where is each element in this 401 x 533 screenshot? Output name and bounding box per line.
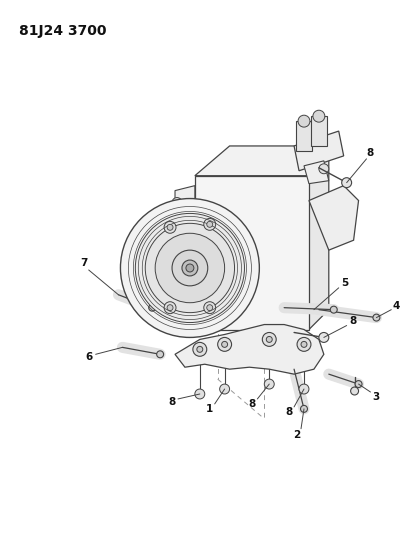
Circle shape <box>195 389 205 399</box>
Circle shape <box>355 381 362 387</box>
Polygon shape <box>311 116 327 146</box>
Circle shape <box>167 305 173 311</box>
Circle shape <box>155 233 225 303</box>
Circle shape <box>172 198 182 207</box>
Text: 8: 8 <box>286 407 293 417</box>
Circle shape <box>164 221 176 233</box>
Circle shape <box>145 223 235 313</box>
Circle shape <box>207 305 213 311</box>
Text: 1: 1 <box>206 404 213 414</box>
Circle shape <box>319 333 329 342</box>
Circle shape <box>300 406 308 413</box>
Circle shape <box>164 302 176 313</box>
Circle shape <box>301 342 307 348</box>
Text: 8: 8 <box>168 397 176 407</box>
Circle shape <box>297 337 311 351</box>
Circle shape <box>319 164 329 174</box>
Text: 6: 6 <box>85 352 92 362</box>
Circle shape <box>135 213 245 322</box>
Polygon shape <box>309 185 358 250</box>
Text: 4: 4 <box>393 301 400 311</box>
Circle shape <box>204 219 216 230</box>
Text: 8: 8 <box>249 399 256 409</box>
Text: 3: 3 <box>373 392 380 402</box>
Circle shape <box>298 115 310 127</box>
Circle shape <box>157 351 164 358</box>
Circle shape <box>186 264 194 272</box>
Polygon shape <box>309 146 329 329</box>
Circle shape <box>264 379 274 389</box>
Circle shape <box>167 224 173 230</box>
Polygon shape <box>155 215 210 325</box>
Circle shape <box>172 314 182 325</box>
Circle shape <box>172 250 208 286</box>
Text: 5: 5 <box>341 278 348 288</box>
Circle shape <box>149 304 156 311</box>
Polygon shape <box>195 176 309 329</box>
Text: 2: 2 <box>294 430 301 440</box>
Polygon shape <box>175 305 195 329</box>
Circle shape <box>220 384 230 394</box>
Circle shape <box>350 387 358 395</box>
Polygon shape <box>296 121 312 151</box>
Circle shape <box>373 314 380 321</box>
Text: 8: 8 <box>349 316 356 326</box>
Circle shape <box>120 198 259 337</box>
Polygon shape <box>304 161 329 184</box>
Circle shape <box>299 384 309 394</box>
Circle shape <box>207 221 213 227</box>
Text: 8: 8 <box>367 148 374 158</box>
Circle shape <box>222 342 228 348</box>
Circle shape <box>313 110 325 122</box>
Text: 7: 7 <box>80 258 87 268</box>
Circle shape <box>262 333 276 346</box>
Text: 81J24 3700: 81J24 3700 <box>19 24 107 38</box>
Polygon shape <box>294 131 344 171</box>
Circle shape <box>218 337 231 351</box>
Circle shape <box>342 177 352 188</box>
Circle shape <box>266 336 272 342</box>
Circle shape <box>197 346 203 352</box>
Circle shape <box>193 342 207 356</box>
Circle shape <box>182 260 198 276</box>
Polygon shape <box>175 185 195 215</box>
Polygon shape <box>195 146 329 176</box>
Polygon shape <box>175 325 324 374</box>
Circle shape <box>204 302 216 313</box>
Circle shape <box>330 306 337 313</box>
